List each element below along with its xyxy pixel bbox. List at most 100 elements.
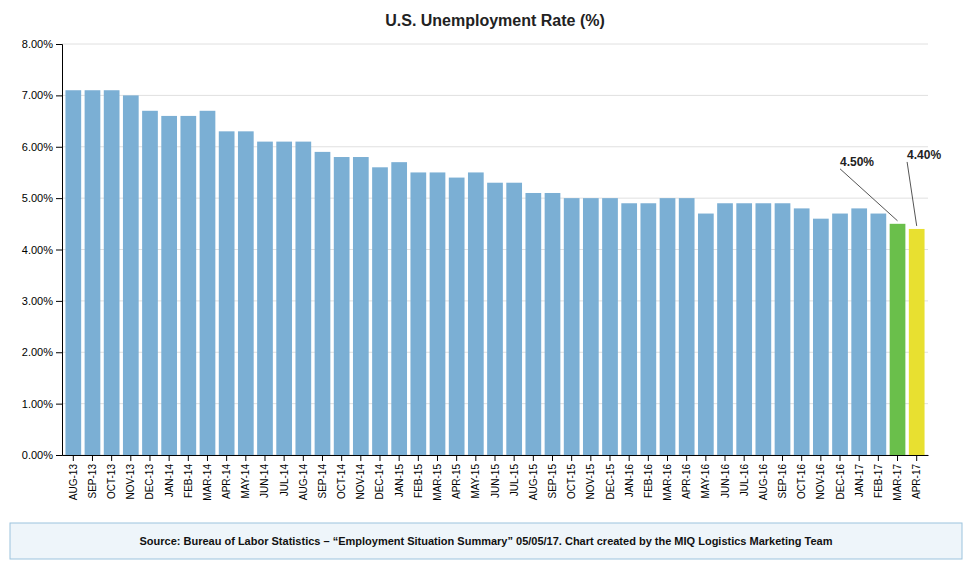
x-tick-mark [456,455,457,461]
x-tick-mark [840,455,841,461]
x-tick: AUG-14 [298,455,309,500]
x-tick: OCT-14 [336,455,347,499]
y-axis-line [56,45,63,456]
y-tick-mark [56,95,62,96]
x-tick: OCT-16 [796,455,807,499]
bar [85,90,101,455]
y-tick: 6.00% [22,141,62,153]
x-tick-label: OCT-14 [336,464,347,499]
bar [468,172,484,455]
bar [410,172,426,455]
x-tick-label: FEB-15 [413,464,424,498]
x-tick-label: MAY-16 [700,464,711,499]
x-tick-label: AUG-15 [528,464,539,501]
x-tick-label: AUG-13 [68,464,79,501]
y-tick-mark [56,147,62,148]
bar [870,214,886,455]
x-tick-label: JAN-17 [854,464,865,498]
x-tick: JAN-14 [164,455,175,497]
bar [430,172,446,455]
x-tick-label: NOV-15 [585,464,596,500]
x-tick-label: AUG-16 [758,464,769,501]
x-tick: FEB-16 [643,455,654,498]
bar [909,229,925,455]
x-tick: APR-16 [681,455,692,499]
y-tick-mark [56,44,62,45]
bar [487,183,503,455]
x-tick-label: SEP-13 [87,464,98,499]
y-tick-label: 8.00% [22,38,53,50]
bar [315,152,331,455]
x-tick-mark [648,455,649,461]
y-tick-label: 7.00% [22,89,53,101]
y-tick-mark [56,352,62,353]
y-tick: 8.00% [22,38,62,50]
y-tick: 0.00% [22,449,62,461]
x-tick: APR-15 [451,455,462,499]
x-tick-label: MAR-15 [432,464,443,501]
x-tick: JUL-15 [509,455,520,496]
x-tick-label: DEC-14 [374,464,385,500]
bar [238,131,254,455]
x-tick: FEB-17 [873,455,884,498]
bars [65,90,924,455]
title: U.S. Unemployment Rate (%) [385,12,605,29]
bar [640,203,656,455]
y-tick-label: 3.00% [22,295,53,307]
x-tick-mark [360,455,361,461]
x-tick-label: SEP-15 [547,464,558,499]
bar [832,214,848,455]
bar [717,203,733,455]
x-tick: MAY-16 [700,455,711,498]
y-tick-mark [56,404,62,405]
bar [334,157,350,455]
y-tick: 1.00% [22,398,62,410]
bar [813,219,829,455]
x-tick-label: MAY-15 [470,464,481,499]
y-tick-label: 2.00% [22,346,53,358]
bar [65,90,81,455]
x-tick: SEP-16 [777,455,788,498]
x-tick: APR-14 [221,455,232,499]
bar [295,142,311,455]
x-tick-mark [399,455,400,461]
x-tick: MAY-14 [240,455,251,498]
x-tick-mark [590,455,591,461]
x-tick: DEC-13 [144,455,155,500]
x-tick-mark [111,455,112,461]
x-tick: JAN-15 [394,455,405,497]
x-tick-mark [92,455,93,461]
x-tick: JUL-16 [739,455,750,496]
x-tick-mark [686,455,687,461]
x-tick: MAY-15 [470,455,481,498]
x-tick-label: MAY-14 [240,464,251,499]
bar [698,214,714,455]
x-tick-mark [820,455,821,461]
x-tick-label: JAN-16 [624,464,635,498]
annotations: 4.50%4.40% [840,148,941,226]
x-tick: JAN-17 [854,455,865,497]
bar [775,203,791,455]
x-tick: AUG-16 [758,455,769,500]
x-tick: MAR-15 [432,455,443,501]
y-tick: 3.00% [22,295,62,307]
x-tick-mark [418,455,419,461]
bar [449,178,465,455]
x-tick-label: OCT-15 [566,464,577,499]
y-tick: 7.00% [22,89,62,101]
x-tick: SEP-15 [547,455,558,498]
x-tick-mark [379,455,380,461]
x-tick-label: JUL-14 [279,464,290,497]
x-tick-mark [782,455,783,461]
x-tick: DEC-15 [605,455,616,500]
bar [353,157,369,455]
x-tick: JUN-15 [490,455,501,498]
x-tick-label: NOV-13 [125,464,136,500]
bar [736,203,752,455]
chart: AUG-13SEP-13OCT-13NOV-13DEC-13JAN-14FEB-… [0,0,972,567]
bar [525,193,541,455]
x-tick-mark [284,455,285,461]
x-tick-label: OCT-16 [796,464,807,499]
x-tick-mark [495,455,496,461]
x-tick: MAR-17 [892,455,903,501]
